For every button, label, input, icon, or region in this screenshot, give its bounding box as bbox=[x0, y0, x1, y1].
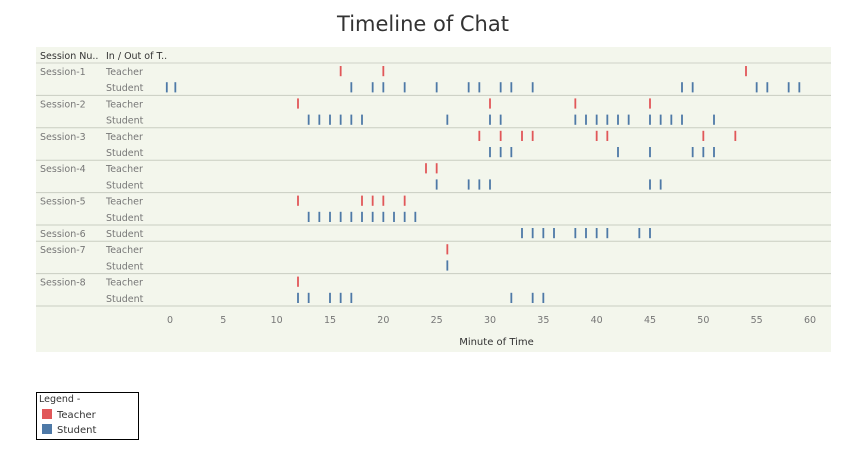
session-label: Session-4 bbox=[40, 164, 86, 175]
legend-swatch-teacher bbox=[42, 409, 52, 419]
session-label: Session-5 bbox=[40, 197, 86, 208]
x-tick-label: 60 bbox=[804, 315, 816, 326]
legend-title: Legend - bbox=[39, 394, 81, 405]
plot-background bbox=[36, 47, 831, 352]
x-tick-label: 20 bbox=[377, 315, 389, 326]
x-axis-label: Minute of Time bbox=[459, 337, 534, 348]
session-label: Session-3 bbox=[40, 132, 86, 143]
role-label: Teacher bbox=[105, 132, 143, 143]
role-label: Teacher bbox=[105, 99, 143, 110]
legend-item-teacher: Teacher bbox=[42, 409, 96, 421]
x-tick-label: 35 bbox=[537, 315, 549, 326]
session-label: Session-2 bbox=[40, 99, 86, 110]
role-label: Student bbox=[106, 229, 144, 240]
x-tick-label: 55 bbox=[751, 315, 763, 326]
legend-label-teacher: Teacher bbox=[57, 410, 96, 421]
timeline-chart: Session Nu.. In / Out of T.. Session-1 Sess… bbox=[36, 47, 831, 352]
role-label: Student bbox=[106, 148, 144, 159]
x-tick-label: 5 bbox=[220, 315, 226, 326]
role-label: Student bbox=[106, 294, 144, 305]
session-label: Session-6 bbox=[40, 229, 86, 240]
x-tick-label: 40 bbox=[591, 315, 603, 326]
role-label: Student bbox=[106, 116, 144, 127]
legend-item-student: Student bbox=[42, 424, 96, 436]
role-label: Student bbox=[106, 261, 144, 272]
column-header: In / Out of T.. bbox=[106, 51, 167, 62]
x-tick-label: 30 bbox=[484, 315, 496, 326]
chart-title: Timeline of Chat bbox=[337, 12, 509, 36]
role-label: Teacher bbox=[105, 164, 143, 175]
x-tick-label: 45 bbox=[644, 315, 656, 326]
legend: Legend - Teacher Student bbox=[36, 392, 139, 440]
x-tick-label: 0 bbox=[167, 315, 173, 326]
session-label: Session-1 bbox=[40, 67, 86, 78]
role-label: Student bbox=[106, 213, 144, 224]
legend-swatch-student bbox=[42, 424, 52, 434]
x-tick-label: 10 bbox=[271, 315, 283, 326]
x-tick-label: 15 bbox=[324, 315, 336, 326]
role-label: Student bbox=[106, 180, 144, 191]
role-label: Teacher bbox=[105, 245, 143, 256]
role-label: Teacher bbox=[105, 67, 143, 78]
role-label: Teacher bbox=[105, 278, 143, 289]
role-label: Student bbox=[106, 83, 144, 94]
x-tick-label: 50 bbox=[697, 315, 709, 326]
session-label: Session-8 bbox=[40, 278, 86, 289]
x-tick-label: 25 bbox=[431, 315, 443, 326]
legend-label-student: Student bbox=[57, 425, 97, 436]
column-header: Session Nu.. bbox=[40, 51, 98, 62]
session-label: Session-7 bbox=[40, 245, 86, 256]
role-label: Teacher bbox=[105, 197, 143, 208]
